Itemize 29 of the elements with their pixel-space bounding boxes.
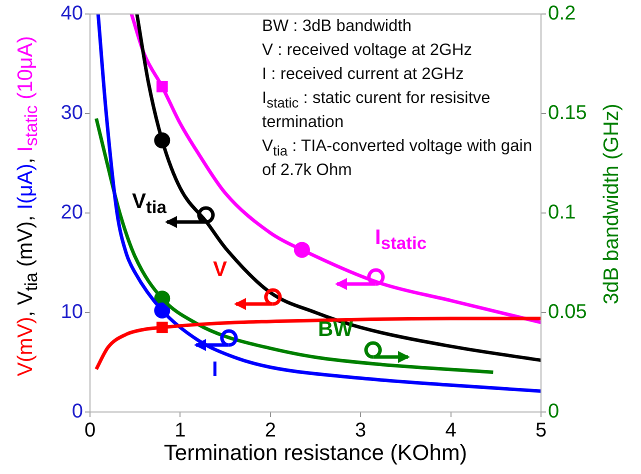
y-tick-label: 0 — [72, 400, 83, 423]
y-tick-label: 30 — [60, 102, 83, 124]
annotation: I$_{static}$ : static curent for resisitve termination — [262, 88, 492, 133]
annotation: V$_{tia}$ : TIA-converted voltage with gain of 2.7k Ohm — [262, 136, 534, 181]
y2-tick-label: 0.05 — [548, 301, 587, 324]
y-tick-label: 20 — [60, 202, 83, 224]
annotation: BW : 3dB bandwidth — [262, 16, 412, 37]
y2-tick-label: 0.1 — [548, 202, 576, 224]
y-tick-label: 40 — [60, 2, 83, 25]
series-label: I$_{static}$ — [375, 226, 427, 254]
y2-tick-label: 0.15 — [548, 102, 587, 124]
y2-tick-label: 0 — [548, 400, 560, 423]
y-tick-label: 10 — [60, 301, 83, 324]
legend-label: V$_{tia}$ — [132, 190, 166, 218]
line-series — [96, 14, 541, 393]
x-tick-label: 3 — [355, 420, 366, 442]
x-axis-title: Termination resistance (KOhm) — [162, 440, 468, 466]
x-tick-label: 5 — [535, 420, 547, 442]
series-label: I — [212, 358, 218, 382]
x-tick-label: 1 — [174, 420, 186, 442]
y2-axis-title: 3dB bandwidth (GHz) — [600, 102, 624, 306]
x-tick-label: 2 — [264, 420, 276, 442]
series-label: BW — [318, 318, 353, 342]
annotation: V : received voltage at 2GHz — [262, 40, 474, 61]
x-tick-label: 4 — [445, 420, 456, 442]
line-series — [94, 116, 495, 374]
series-label: V — [213, 258, 228, 282]
annotation: I : received current at 2GHz — [262, 64, 465, 85]
y2-tick-label: 0.2 — [548, 2, 576, 25]
